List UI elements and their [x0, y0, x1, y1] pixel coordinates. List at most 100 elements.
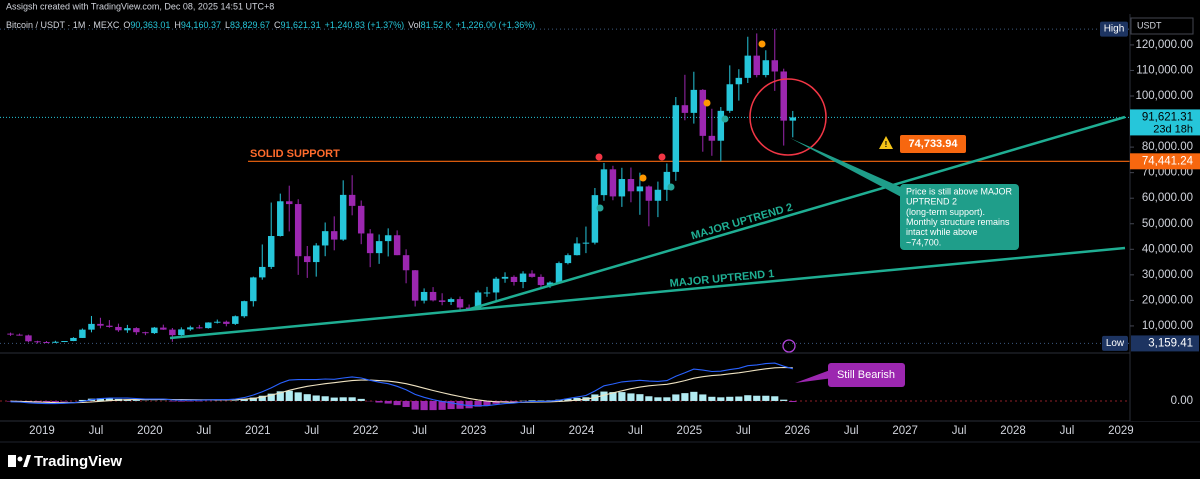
- candle-body: [187, 327, 194, 330]
- histogram-bar: [51, 400, 60, 402]
- plot-area: [0, 28, 1130, 411]
- candle-body: [483, 292, 491, 294]
- histogram-bar: [636, 394, 644, 401]
- callout-line: ~74,700.: [906, 237, 941, 247]
- callout-line: (long-term support).: [906, 207, 985, 217]
- histogram-bar: [384, 400, 392, 404]
- candle-body: [726, 84, 734, 111]
- candle-body: [456, 299, 464, 308]
- volume-key: Vol: [408, 20, 421, 30]
- currency: USDT: [1137, 20, 1162, 30]
- candle-body: [420, 291, 428, 301]
- candle-body: [636, 186, 644, 192]
- candle-body: [546, 282, 554, 286]
- y-tick-label: 30,000.00: [1142, 269, 1193, 281]
- x-tick-label: Jul: [628, 425, 643, 437]
- histogram-bar: [321, 396, 329, 401]
- signal-line: [10, 366, 793, 404]
- uptrend-1-line: [169, 246, 1126, 340]
- candle-body: [348, 194, 356, 206]
- candle-body: [744, 55, 752, 78]
- candle-body: [285, 201, 293, 205]
- callout-line: intact while above: [906, 227, 978, 237]
- signal-dot: [639, 174, 647, 182]
- symbol-header: Bitcoin / USDT · 1M · MEXC O90,363.01 H94,…: [6, 20, 535, 30]
- ohlc-key: C: [274, 20, 281, 30]
- y-tick-label: 120,000.00: [1135, 39, 1193, 51]
- histogram-bar: [672, 394, 680, 401]
- candle-body: [438, 300, 446, 302]
- candle-body: [321, 231, 329, 246]
- candle-body: [304, 256, 311, 263]
- histogram-bar: [438, 400, 446, 410]
- candle-body: [564, 255, 572, 264]
- candle-body: [312, 245, 320, 263]
- candle-body: [501, 276, 509, 279]
- ohlc-value: 94,160.37: [181, 20, 221, 30]
- low-box: [1102, 335, 1128, 351]
- y-tick-label: 70,000.00: [1142, 167, 1193, 179]
- uptrend-2-line: [469, 115, 1126, 311]
- candle-body: [573, 243, 581, 256]
- ohlc-value: 83,829.67: [230, 20, 270, 30]
- candle-body: [250, 277, 257, 302]
- histogram-bar: [618, 392, 626, 401]
- y-tick-label: 0.00: [1171, 395, 1193, 407]
- histogram-bar: [447, 400, 455, 410]
- candle-body: [753, 55, 760, 76]
- candle-body: [97, 323, 104, 326]
- histogram-bar: [339, 397, 347, 401]
- histogram-bar: [312, 395, 320, 401]
- ohlc-value: 91,621.31: [281, 20, 321, 30]
- x-tick-label: 2027: [892, 425, 918, 437]
- histogram-bar: [42, 400, 51, 403]
- histogram-bar: [132, 400, 140, 401]
- volume-change: +1,226.00 (+1.36%): [456, 20, 536, 30]
- y-tick-label: 80,000.00: [1142, 141, 1193, 153]
- candle-body: [25, 335, 32, 342]
- candle-body: [277, 201, 284, 237]
- callout-line: Monthly structure remains: [906, 217, 1010, 227]
- histogram-bar: [744, 395, 752, 401]
- candle-body: [196, 327, 203, 329]
- histogram-bar: [96, 398, 105, 401]
- x-tick-label: 2024: [569, 425, 595, 437]
- candle-body: [133, 328, 140, 333]
- histogram-bar: [420, 400, 428, 411]
- histogram-bar: [348, 397, 356, 401]
- candle-body: [681, 105, 689, 113]
- y-tick-label: 60,000.00: [1142, 192, 1193, 204]
- candle-body: [79, 329, 86, 338]
- histogram-bar: [645, 396, 653, 401]
- change: +1,240.83 (+1.37%): [325, 20, 405, 30]
- x-tick-label: 2019: [29, 425, 55, 437]
- callout-pointer: [790, 138, 905, 199]
- histogram-bar: [627, 393, 635, 401]
- histogram-bar: [285, 390, 293, 401]
- callout-box: [900, 184, 1019, 250]
- histogram-bar: [303, 394, 311, 401]
- candle-body: [708, 135, 716, 141]
- histogram-bar: [564, 398, 572, 401]
- x-tick-label: Jul: [89, 425, 104, 437]
- y-tick-label: 110,000.00: [1136, 64, 1193, 76]
- histogram-bar: [429, 400, 437, 411]
- candle-body: [690, 89, 698, 113]
- candle-body: [241, 301, 248, 317]
- candle-body: [609, 169, 617, 197]
- candle-body: [654, 189, 662, 201]
- histogram-bar: [240, 399, 248, 401]
- histogram-bar: [249, 397, 257, 401]
- histogram-bar: [375, 400, 383, 403]
- candle-body: [52, 341, 59, 343]
- candle-body: [591, 195, 599, 243]
- x-tick-label: 2020: [137, 425, 163, 437]
- candle-body: [366, 233, 374, 254]
- footer-logo: TradingView: [34, 453, 122, 470]
- y-tick-label: 20,000.00: [1142, 294, 1193, 306]
- candle-body: [600, 169, 608, 196]
- histogram-bar: [780, 399, 788, 401]
- histogram-bar: [609, 392, 617, 401]
